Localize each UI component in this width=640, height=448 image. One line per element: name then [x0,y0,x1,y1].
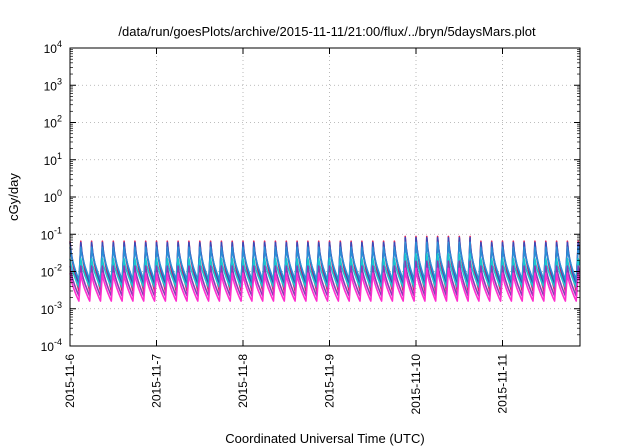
y-tick-label: 10-1 [41,225,62,242]
y-tick-label: 10-4 [41,337,62,354]
x-tick-label: 2015-11-7 [150,354,164,408]
y-tick-label: 10-2 [41,263,62,280]
y-tick-label: 104 [44,39,62,56]
y-tick-label: 102 [44,114,62,131]
series-group [69,235,581,302]
y-tick-label: 103 [44,76,62,93]
y-tick-label: 101 [44,151,62,168]
x-tick-label: 2015-11-10 [409,354,423,415]
x-tick-label: 2015-11-9 [323,354,337,408]
x-axis: 2015-11-6 2015-11-7 2015-11-8 2015-11-9 2015… [63,48,510,415]
y-axis-label: cGy/day [6,173,21,221]
series-line [69,267,581,302]
x-tick-label: 2015-11-8 [236,354,250,408]
x-tick-label: 2015-11-11 [496,354,510,414]
y-axis: 10-4 10-3 10-2 10-1 100 101 102 103 104 [41,39,580,354]
y-tick-label: 10-3 [41,300,62,317]
y-tick-label: 100 [44,188,62,205]
chart-title: /data/run/goesPlots/archive/2015-11-11/2… [118,24,536,39]
x-tick-label: 2015-11-6 [63,354,77,408]
x-axis-label: Coordinated Universal Time (UTC) [225,431,424,446]
